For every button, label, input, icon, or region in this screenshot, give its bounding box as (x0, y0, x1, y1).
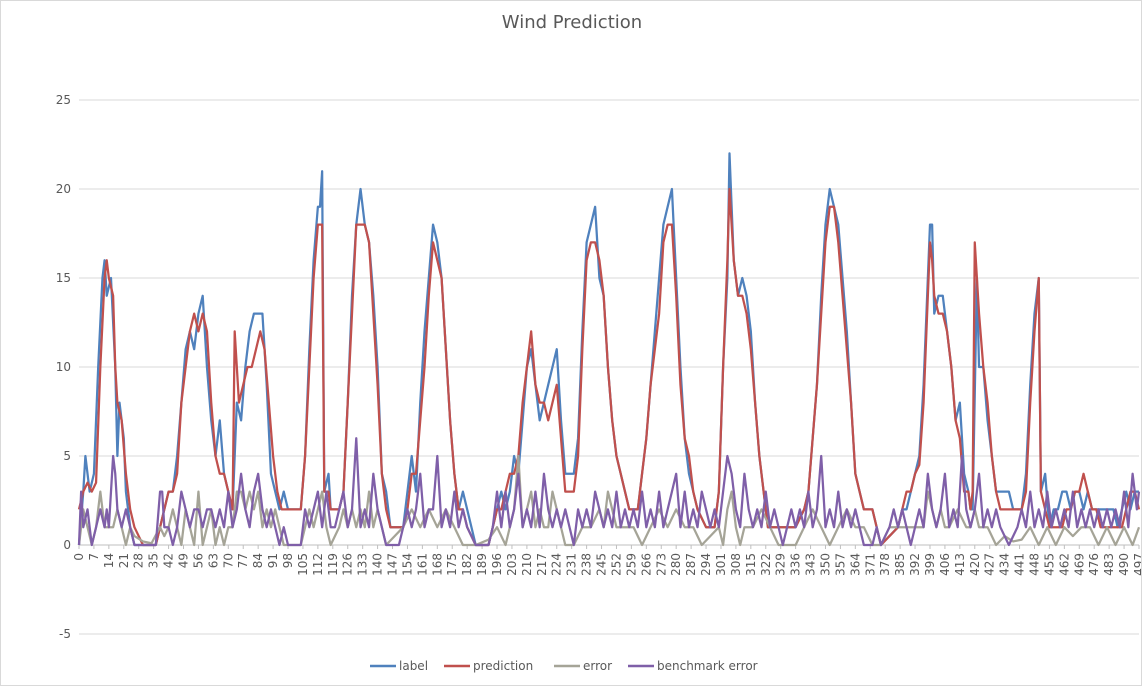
x-tick-label: 7 (87, 553, 101, 561)
x-axis-ticks: 0 7 14 21 28 35 42 49 56 63 70 77 84 91 98 105 112 119 126… (72, 545, 1141, 576)
x-tick-label: 378 (878, 553, 892, 576)
y-tick-label: 25 (56, 93, 71, 107)
y-axis-ticks: -5 0 5 10 15 20 25 (56, 93, 71, 641)
x-tick-label: 469 (1072, 553, 1086, 576)
series-lines (77, 152, 1141, 547)
x-tick-label: 14 (102, 553, 116, 568)
legend-label-label: label (399, 659, 428, 673)
x-tick-label: 35 (147, 553, 161, 568)
x-tick-label: 105 (296, 553, 310, 576)
x-tick-label: 147 (386, 553, 400, 576)
x-tick-label: 203 (505, 553, 519, 576)
gridlines (79, 99, 1139, 635)
x-tick-label: 161 (415, 553, 429, 576)
x-tick-label: 28 (132, 553, 146, 568)
x-tick-label: 336 (789, 553, 803, 576)
x-tick-label: 70 (221, 553, 235, 568)
x-tick-label: 427 (983, 553, 997, 576)
chart-title: Wind Prediction (502, 12, 642, 33)
x-tick-label: 49 (177, 553, 191, 568)
x-tick-label: 483 (1102, 553, 1116, 576)
x-tick-label: 350 (818, 553, 832, 576)
series-line-prediction (77, 187, 1141, 547)
series-line-benchmark-error (77, 437, 1141, 547)
legend-label-error: error (583, 659, 612, 673)
x-tick-label: 175 (445, 553, 459, 576)
x-tick-label: 182 (460, 553, 474, 576)
x-tick-label: 448 (1027, 553, 1041, 576)
x-tick-label: 406 (938, 553, 952, 576)
x-tick-label: 210 (520, 553, 534, 576)
x-tick-label: 441 (1013, 553, 1027, 576)
x-tick-label: 322 (759, 553, 773, 576)
x-tick-label: 21 (117, 553, 131, 568)
x-tick-label: 490 (1117, 553, 1131, 576)
x-tick-label: 231 (565, 553, 579, 576)
x-tick-label: 413 (953, 553, 967, 576)
y-tick-label: 20 (56, 182, 71, 196)
y-tick-label: 15 (56, 271, 71, 285)
y-tick-label: 10 (56, 360, 71, 374)
x-tick-label: 287 (684, 553, 698, 576)
legend-label-prediction: prediction (473, 659, 533, 673)
x-tick-label: 259 (624, 553, 638, 576)
x-tick-label: 455 (1042, 553, 1056, 576)
x-tick-label: 238 (580, 553, 594, 576)
x-tick-label: 476 (1087, 553, 1101, 576)
x-tick-label: 168 (430, 553, 444, 576)
x-tick-label: 98 (281, 553, 295, 568)
x-tick-label: 315 (744, 553, 758, 576)
x-tick-label: 224 (550, 553, 564, 576)
x-tick-label: 280 (669, 553, 683, 576)
x-tick-label: 357 (833, 553, 847, 576)
x-tick-label: 294 (699, 553, 713, 576)
x-tick-label: 126 (341, 553, 355, 576)
x-tick-label: 385 (893, 553, 907, 576)
x-tick-label: 266 (639, 553, 653, 576)
x-tick-label: 434 (998, 553, 1012, 576)
x-tick-label: 462 (1057, 553, 1071, 576)
x-tick-label: 0 (72, 553, 86, 561)
x-tick-label: 154 (400, 553, 414, 576)
x-tick-label: 91 (266, 553, 280, 568)
x-tick-label: 77 (236, 553, 250, 568)
x-tick-label: 133 (356, 553, 370, 576)
x-tick-label: 301 (714, 553, 728, 576)
x-tick-label: 189 (475, 553, 489, 576)
x-tick-label: 112 (311, 553, 325, 576)
legend-label-benchmark-error: benchmark error (657, 659, 758, 673)
x-tick-label: 252 (609, 553, 623, 576)
x-tick-label: 308 (729, 553, 743, 576)
x-tick-label: 119 (326, 553, 340, 576)
legend: label prediction error benchmark error (370, 659, 758, 673)
y-tick-label: -5 (59, 627, 71, 641)
x-tick-label: 392 (908, 553, 922, 576)
x-tick-label: 371 (863, 553, 877, 576)
y-tick-label: 0 (63, 538, 71, 552)
x-tick-label: 343 (804, 553, 818, 576)
x-tick-label: 364 (848, 553, 862, 576)
x-tick-label: 273 (654, 553, 668, 576)
x-tick-label: 245 (595, 553, 609, 576)
x-tick-label: 84 (251, 553, 265, 568)
x-tick-label: 140 (371, 553, 385, 576)
x-tick-label: 497 (1132, 553, 1141, 576)
x-tick-label: 56 (191, 553, 205, 568)
x-tick-label: 217 (535, 553, 549, 576)
x-tick-label: 329 (774, 553, 788, 576)
x-tick-label: 42 (162, 553, 176, 568)
x-tick-label: 196 (490, 553, 504, 576)
x-tick-label: 63 (206, 553, 220, 568)
y-tick-label: 5 (63, 449, 71, 463)
x-tick-label: 399 (923, 553, 937, 576)
x-tick-label: 420 (968, 553, 982, 576)
